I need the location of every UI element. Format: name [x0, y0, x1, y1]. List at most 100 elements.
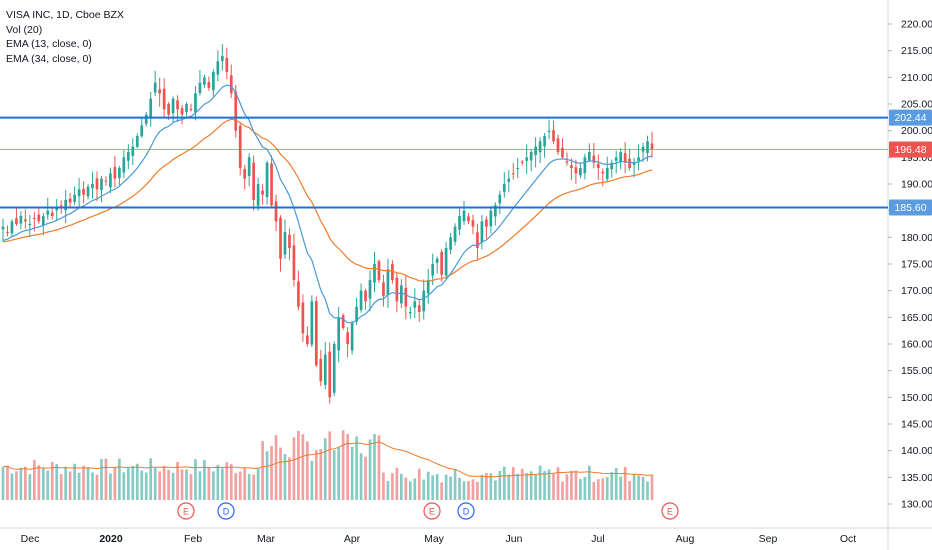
- volume-bar: [46, 470, 50, 500]
- volume-bar: [328, 431, 332, 500]
- x-tick-label: Feb: [184, 533, 202, 545]
- y-tick-label: 205.00: [901, 99, 932, 111]
- volume-bar: [135, 463, 139, 500]
- volume-bar: [601, 478, 605, 500]
- candle-body: [288, 234, 291, 248]
- candle-body: [476, 232, 479, 248]
- volume-bar: [529, 471, 533, 500]
- last-price-label-bg: [889, 141, 932, 158]
- volume-bar: [574, 470, 578, 500]
- volume-bar: [520, 468, 524, 500]
- volume-bar: [95, 474, 99, 500]
- volume-bar: [489, 473, 493, 500]
- volume-bar: [547, 469, 551, 500]
- candle-body: [502, 184, 506, 192]
- candle-body: [511, 173, 515, 175]
- volume-bar: [587, 465, 591, 500]
- earnings-event-marker[interactable]: [177, 502, 195, 520]
- y-tick-label: 160.00: [901, 339, 932, 351]
- candle-body: [306, 335, 309, 344]
- x-tick-label: May: [424, 533, 445, 545]
- x-tick-label: Jun: [506, 533, 523, 545]
- volume-bar: [203, 460, 206, 500]
- legend-ema-fast[interactable]: EMA (13, close, 0): [6, 38, 92, 50]
- volume-bar: [314, 450, 318, 500]
- volume-bar: [15, 471, 18, 500]
- candle-body: [109, 173, 112, 188]
- volume-bar: [453, 469, 457, 500]
- volume-bar: [561, 481, 564, 500]
- volume-bar: [368, 439, 372, 500]
- volume-bar: [297, 430, 300, 500]
- candle-body: [140, 125, 144, 137]
- y-tick-label: 150.00: [901, 392, 932, 404]
- volume-bar: [359, 453, 363, 500]
- volume-bar: [198, 471, 202, 500]
- event-marker-label: E: [429, 507, 435, 517]
- volume-bar: [494, 480, 497, 500]
- candle-body: [377, 261, 381, 280]
- candle-body: [547, 130, 551, 132]
- volume-bar: [319, 449, 323, 500]
- candle-body: [614, 157, 618, 161]
- y-tick-label: 130.00: [901, 499, 932, 511]
- y-tick-label: 155.00: [901, 365, 932, 377]
- volume-bar: [158, 471, 161, 500]
- candle-body: [494, 205, 497, 217]
- x-tick-label: Oct: [840, 533, 856, 545]
- candle-body: [135, 136, 139, 147]
- y-tick-label: 145.00: [901, 419, 932, 431]
- legend-volume[interactable]: Vol (20): [6, 23, 43, 36]
- volume-bar: [400, 473, 403, 500]
- candle-body: [198, 82, 202, 93]
- volume-bar: [413, 478, 417, 500]
- volume-bar: [534, 474, 537, 500]
- y-tick-label: 220.00: [901, 19, 932, 31]
- candle-body: [104, 180, 108, 182]
- volume-bar: [149, 458, 153, 500]
- candle-body: [310, 301, 314, 345]
- volume-bar: [180, 469, 184, 500]
- x-tick-label: Dec: [21, 533, 40, 545]
- y-tick-label: 175.00: [901, 259, 932, 271]
- earnings-event-marker[interactable]: [423, 502, 441, 520]
- candle-body: [15, 218, 18, 224]
- candle-body: [346, 332, 349, 344]
- legend-symbol[interactable]: VISA INC, 1D, Cboe BZX: [6, 9, 124, 21]
- candle-body: [328, 351, 332, 398]
- candle-body: [650, 143, 654, 150]
- x-tick-label: 2020: [99, 533, 123, 545]
- candle-body: [113, 166, 117, 179]
- candle-body: [601, 171, 605, 174]
- volume-bar: [301, 434, 305, 500]
- volume-bar: [91, 472, 94, 500]
- volume-bar: [77, 472, 81, 500]
- candle-body: [364, 290, 367, 302]
- candle-body: [462, 210, 466, 222]
- dividend-event-marker[interactable]: [217, 502, 235, 520]
- x-tick-label: Sep: [759, 533, 778, 545]
- volume-bar: [19, 467, 23, 500]
- candle-body: [270, 163, 273, 206]
- candle-body: [243, 169, 247, 179]
- candle-body: [628, 158, 631, 168]
- volume-bar: [435, 474, 439, 500]
- volume-bar: [605, 477, 609, 500]
- volume-bar: [458, 477, 461, 500]
- horizontal-level-label: 202.44: [894, 112, 926, 124]
- candle-body: [341, 315, 345, 328]
- volume-bar: [422, 479, 426, 500]
- legend-ema-slow[interactable]: EMA (34, close, 0): [6, 52, 92, 65]
- volume-bar: [68, 471, 72, 500]
- candle-body: [565, 161, 569, 163]
- earnings-event-marker[interactable]: [661, 502, 679, 520]
- volume-ma-line: [2, 441, 653, 478]
- candle-body: [95, 178, 99, 190]
- candle-body: [556, 138, 560, 152]
- volume-bar: [265, 451, 269, 500]
- volume-bar: [310, 460, 314, 500]
- dividend-event-marker[interactable]: [457, 502, 475, 520]
- candle-body: [404, 287, 408, 307]
